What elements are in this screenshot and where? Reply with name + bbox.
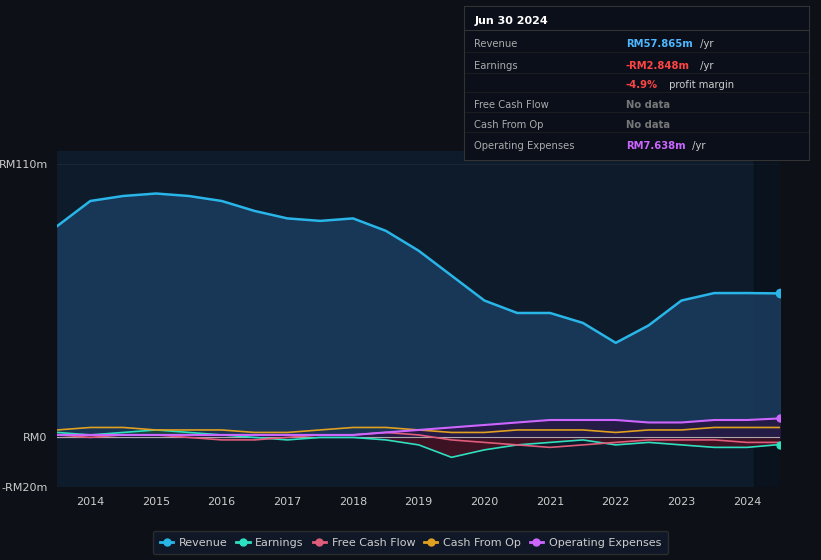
Text: No data: No data bbox=[626, 100, 670, 110]
Text: RM7.638m: RM7.638m bbox=[626, 141, 686, 151]
Text: RM57.865m: RM57.865m bbox=[626, 39, 693, 49]
Text: Revenue: Revenue bbox=[475, 39, 517, 49]
Text: profit margin: profit margin bbox=[666, 80, 734, 90]
Bar bbox=[754, 151, 783, 487]
Text: -4.9%: -4.9% bbox=[626, 80, 658, 90]
Text: /yr: /yr bbox=[690, 141, 706, 151]
Text: Operating Expenses: Operating Expenses bbox=[475, 141, 575, 151]
Text: No data: No data bbox=[626, 120, 670, 129]
Text: Cash From Op: Cash From Op bbox=[475, 120, 544, 129]
Text: /yr: /yr bbox=[697, 39, 713, 49]
Text: /yr: /yr bbox=[697, 61, 713, 71]
Text: Free Cash Flow: Free Cash Flow bbox=[475, 100, 549, 110]
Legend: Revenue, Earnings, Free Cash Flow, Cash From Op, Operating Expenses: Revenue, Earnings, Free Cash Flow, Cash … bbox=[154, 531, 667, 554]
Text: Jun 30 2024: Jun 30 2024 bbox=[475, 16, 548, 26]
Text: -RM2.848m: -RM2.848m bbox=[626, 61, 690, 71]
Text: Earnings: Earnings bbox=[475, 61, 518, 71]
